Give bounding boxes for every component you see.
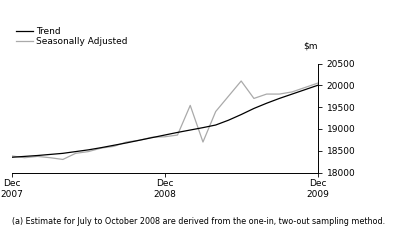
Text: (a) Estimate for July to October 2008 are derived from the one-in, two-out sampl: (a) Estimate for July to October 2008 ar… [12,217,385,226]
Legend: Trend, Seasonally Adjusted: Trend, Seasonally Adjusted [16,27,128,46]
Text: $m: $m [303,42,318,50]
